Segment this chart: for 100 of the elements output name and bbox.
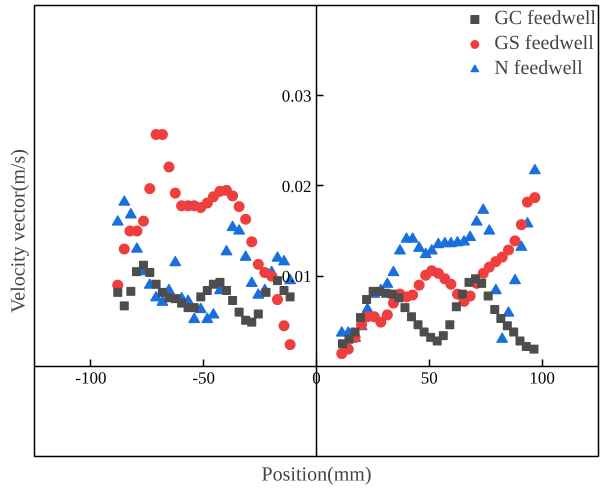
point [414, 320, 423, 330]
point [529, 192, 540, 204]
point [118, 195, 130, 206]
point [234, 201, 245, 212]
point [496, 314, 506, 323]
point [215, 278, 224, 287]
x-tick-label: -50 [192, 368, 216, 388]
point [516, 219, 527, 230]
point [509, 274, 522, 284]
point [344, 334, 354, 344]
point [138, 216, 149, 227]
point [522, 196, 533, 208]
point [387, 266, 400, 276]
point [126, 286, 136, 296]
point [188, 312, 200, 324]
point [169, 256, 182, 266]
point [484, 291, 493, 300]
point [528, 164, 541, 174]
point [458, 290, 467, 299]
point [170, 188, 181, 199]
point [156, 295, 168, 306]
point [118, 244, 130, 255]
y-tick-label: 0.03 [282, 86, 312, 106]
point [145, 268, 154, 277]
point [196, 292, 206, 302]
point [113, 288, 122, 297]
point [406, 232, 419, 243]
point [246, 276, 258, 287]
point [464, 230, 476, 241]
point [438, 331, 448, 340]
x-tick-label: 50 [420, 368, 438, 388]
point [152, 280, 161, 289]
x-tick-label: 100 [529, 368, 555, 388]
point [400, 303, 410, 312]
point [261, 288, 270, 297]
point [278, 254, 290, 266]
point [240, 214, 252, 225]
legend-label: GS feedwell [494, 32, 594, 55]
point [509, 328, 518, 337]
point [445, 320, 454, 330]
point [350, 328, 360, 337]
point [247, 318, 256, 327]
point [420, 328, 429, 337]
point [227, 190, 238, 202]
point [272, 276, 282, 286]
point [413, 241, 426, 252]
point [381, 277, 394, 288]
point [356, 313, 365, 322]
y-axis-title: Velocity vector(m/s) [8, 149, 30, 313]
point [515, 240, 528, 251]
point [502, 321, 512, 330]
point [272, 294, 283, 306]
point [502, 306, 514, 317]
point [163, 161, 174, 172]
point [120, 301, 129, 310]
y-tick-label: 0.01 [282, 267, 312, 286]
y-tick-label: 0.02 [282, 176, 312, 196]
point [515, 336, 524, 346]
point [496, 332, 508, 343]
legend-label: N feedwell [494, 57, 583, 80]
point [252, 258, 264, 270]
point [132, 267, 141, 276]
point [362, 295, 372, 304]
point [477, 203, 490, 214]
point [130, 242, 143, 253]
point [278, 320, 290, 332]
point [483, 224, 496, 235]
point [477, 278, 486, 288]
point [220, 244, 232, 256]
point [280, 286, 289, 296]
point [246, 236, 258, 248]
point [382, 309, 393, 320]
point [452, 302, 461, 312]
point [228, 296, 238, 305]
point [375, 316, 386, 328]
point [112, 215, 124, 226]
point [240, 250, 252, 261]
point [394, 244, 406, 255]
point [144, 183, 156, 194]
point [406, 312, 416, 322]
point [202, 198, 213, 209]
point [470, 215, 483, 226]
point [222, 286, 231, 296]
x-axis-title: Position(mm) [261, 464, 372, 486]
point [190, 303, 199, 312]
point [254, 309, 263, 318]
point [286, 292, 295, 302]
point [284, 339, 296, 350]
point [502, 244, 514, 256]
point [445, 278, 456, 290]
x-tick-label: -100 [75, 368, 106, 388]
point [407, 290, 418, 301]
point [510, 235, 521, 246]
legend-label: GC feedwell [494, 7, 596, 30]
point [529, 344, 538, 354]
point [201, 312, 214, 324]
point [496, 252, 508, 263]
point [432, 336, 442, 346]
point [138, 260, 148, 270]
point [490, 304, 500, 314]
